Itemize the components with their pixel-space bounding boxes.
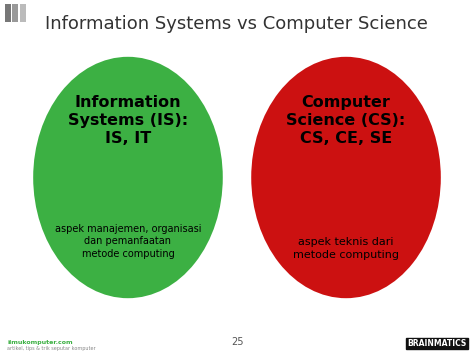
Text: BRAINMATICS: BRAINMATICS [408,339,467,348]
Ellipse shape [251,57,441,298]
Text: Information
Systems (IS):
IS, IT: Information Systems (IS): IS, IT [68,95,188,146]
Text: Information Systems vs Computer Science: Information Systems vs Computer Science [45,15,428,33]
Text: Computer
Science (CS):
CS, CE, SE: Computer Science (CS): CS, CE, SE [286,95,406,146]
Text: ilmukomputer.com: ilmukomputer.com [7,340,73,345]
Text: artikel, tips & trik seputar komputer: artikel, tips & trik seputar komputer [7,346,96,351]
Bar [20,4,26,22]
Bar [5,4,11,22]
Text: aspek teknis dari
metode computing: aspek teknis dari metode computing [293,237,399,260]
Ellipse shape [33,57,223,298]
Text: aspek manajemen, organisasi
dan pemanfaatan
metode computing: aspek manajemen, organisasi dan pemanfaa… [55,224,201,259]
Text: 25: 25 [231,337,243,347]
Bar [12,4,18,22]
